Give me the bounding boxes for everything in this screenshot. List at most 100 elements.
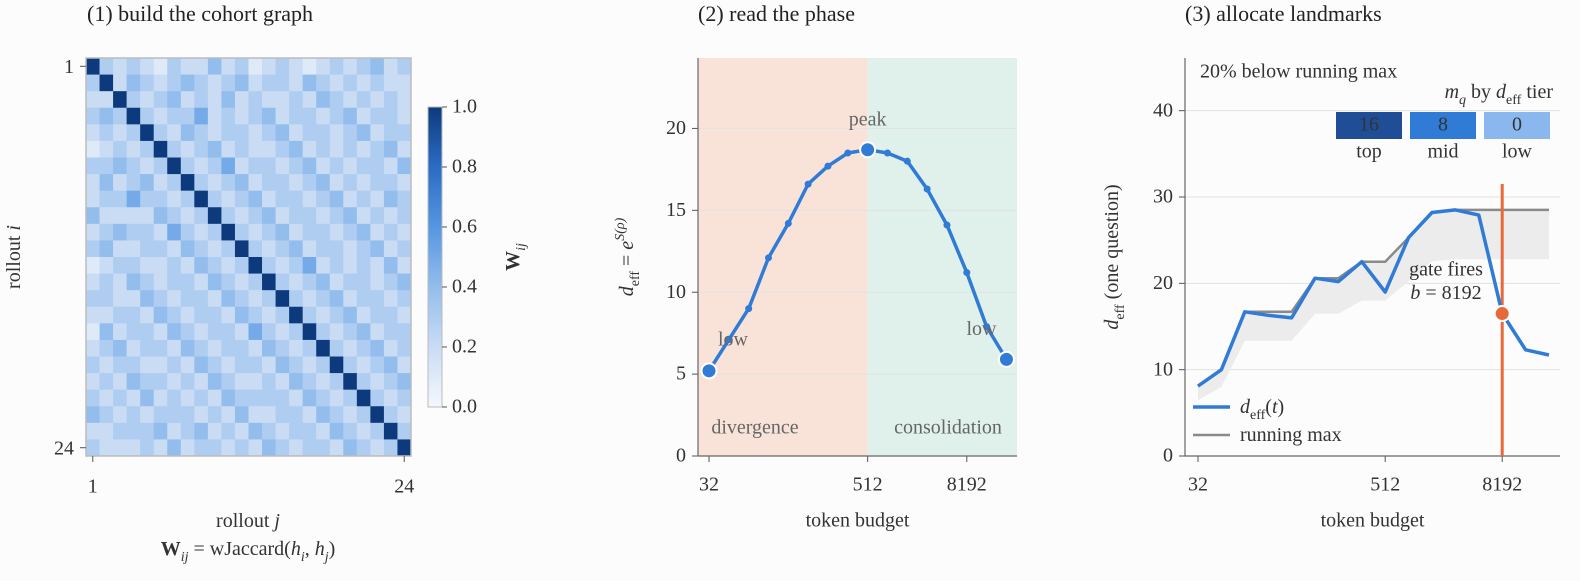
heat-cell xyxy=(316,373,331,391)
heat-cell xyxy=(126,323,141,341)
heat-cell xyxy=(316,257,331,274)
annotation: low xyxy=(718,328,749,350)
heat-cell xyxy=(289,190,304,208)
heat-cell xyxy=(356,406,371,424)
heat-cell xyxy=(140,406,155,424)
heat-cell xyxy=(329,339,344,357)
heat-cell xyxy=(167,306,182,324)
y-tick-label: 20 xyxy=(1153,272,1173,294)
point xyxy=(983,323,991,331)
heat-cell xyxy=(343,306,358,324)
heat-cell xyxy=(86,157,100,175)
heat-cell xyxy=(316,273,331,291)
heat-cell xyxy=(113,207,128,225)
heat-cell xyxy=(99,207,114,225)
heat-cell xyxy=(194,124,209,142)
heat-cell xyxy=(275,422,290,440)
x-tick-label: 512 xyxy=(853,474,883,496)
heat-cell xyxy=(86,91,100,109)
heat-cell xyxy=(248,107,263,125)
heat-cell xyxy=(194,406,209,424)
heat-cell xyxy=(86,422,100,440)
heat-cell xyxy=(153,74,168,92)
heat-cell xyxy=(275,140,290,158)
heat-cell xyxy=(113,422,128,440)
heat-cell xyxy=(140,223,155,241)
heat-cell xyxy=(248,74,263,92)
heat-cell xyxy=(140,157,155,175)
heat-cell xyxy=(329,389,344,407)
heat-cell xyxy=(234,124,249,142)
heat-cell xyxy=(99,91,114,109)
heat-cell xyxy=(126,306,141,324)
heat-cell xyxy=(316,323,331,341)
heat-cell xyxy=(234,323,249,341)
heat-cell xyxy=(113,190,128,208)
tier-name: top xyxy=(1356,141,1382,163)
heat-cell xyxy=(289,257,304,274)
legend-label-part: t xyxy=(1272,396,1278,418)
heat-cell xyxy=(113,339,128,357)
heat-cell xyxy=(289,290,304,308)
heat-cell xyxy=(126,190,141,208)
heat-cell xyxy=(140,373,155,391)
heat-cell xyxy=(207,273,222,291)
heat-cell xyxy=(113,174,128,192)
tier-title-part: tier xyxy=(1521,81,1553,103)
heat-cell xyxy=(248,406,263,424)
legend-label: running max xyxy=(1240,424,1342,446)
heat-cell xyxy=(343,91,358,109)
heat-cell xyxy=(383,91,398,109)
heat-cell xyxy=(356,124,371,142)
heat-cell xyxy=(343,207,358,225)
heat-cell xyxy=(167,323,182,341)
colorbar-tick-label: 0.4 xyxy=(452,276,477,298)
point xyxy=(745,305,753,313)
heat-cell xyxy=(397,240,412,258)
heat-cell xyxy=(370,91,385,109)
legend-label-part: ) xyxy=(1278,396,1285,418)
heat-cell xyxy=(113,223,128,241)
heat-cell xyxy=(126,422,141,440)
heat-cell xyxy=(370,174,385,192)
heat-cell xyxy=(207,373,222,391)
heat-cell xyxy=(329,422,344,440)
heat-cell xyxy=(383,58,398,75)
heat-cell xyxy=(234,373,249,391)
heat-cell xyxy=(397,190,412,208)
heat-cell xyxy=(126,406,141,424)
heat-cell xyxy=(289,406,304,424)
heat-cell xyxy=(383,240,398,258)
point xyxy=(764,254,772,262)
heat-cell xyxy=(356,58,371,75)
heat-cell xyxy=(99,290,114,308)
heat-cell xyxy=(234,422,249,440)
x-tick-label: 32 xyxy=(699,474,719,496)
heat-cell xyxy=(397,174,412,192)
heat-cell xyxy=(262,58,276,75)
heat-cell xyxy=(302,257,317,274)
heat-cell xyxy=(356,74,371,92)
heat-cell xyxy=(140,306,155,324)
heat-cell xyxy=(248,339,263,357)
y-axis-label: deff (one question) xyxy=(1101,184,1128,329)
heat-cell xyxy=(113,157,128,175)
heat-cell xyxy=(153,306,168,324)
tier-box xyxy=(1336,112,1402,139)
heat-cell xyxy=(302,140,317,158)
heat-cell xyxy=(126,74,141,92)
heat-cell xyxy=(262,91,276,109)
x-tick-label: 24 xyxy=(394,476,414,498)
heat-cell xyxy=(86,406,100,424)
panel-title: (1) build the cohort graph xyxy=(87,1,313,26)
heat-cell xyxy=(383,174,398,192)
heat-cell xyxy=(207,207,222,225)
heat-cell xyxy=(262,373,276,391)
heat-cell xyxy=(167,190,182,208)
heat-cell xyxy=(383,74,398,92)
heat-cell xyxy=(221,373,236,391)
heat-cell xyxy=(302,406,317,424)
heat-cell xyxy=(221,74,236,92)
heat-cell xyxy=(234,389,249,407)
formula-part: i xyxy=(301,550,305,565)
